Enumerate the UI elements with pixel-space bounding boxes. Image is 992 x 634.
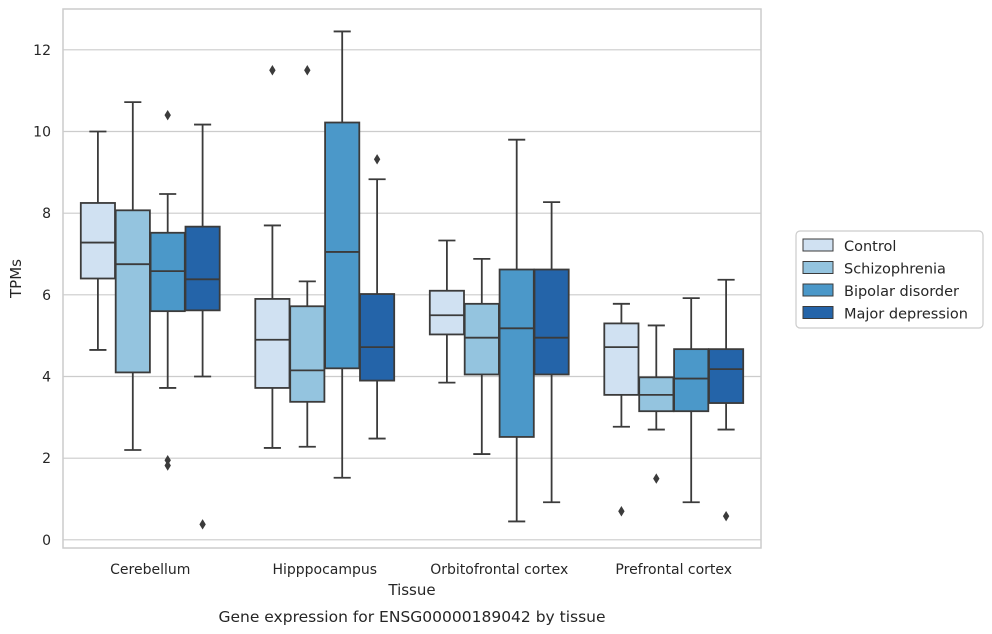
outlier-point (722, 510, 730, 522)
outlier-point (373, 154, 381, 165)
box-body (603, 322, 640, 396)
y-tick-label: 0 (42, 533, 51, 549)
outlier-point (618, 506, 625, 517)
box-body (498, 268, 535, 438)
box (638, 324, 675, 484)
box (324, 30, 361, 479)
box-body (359, 293, 396, 382)
box-body (114, 209, 151, 374)
outlier-point (304, 65, 311, 76)
box-body (708, 348, 745, 404)
legend-swatch (802, 238, 834, 252)
box (184, 123, 221, 530)
outlier-point (199, 519, 206, 530)
box (428, 239, 465, 384)
chart-caption: Gene expression for ENSG00000189042 by t… (218, 608, 605, 626)
legend: Control Schizophrenia Bipolar disorder Majo… (795, 230, 984, 329)
outlier-point (164, 460, 171, 471)
y-tick-label: 12 (33, 43, 51, 59)
legend-swatch (802, 306, 834, 319)
y-tick-label: 2 (42, 451, 51, 467)
box-body (533, 268, 570, 376)
y-axis-ticks: 0 2 4 6 8 10 12 (33, 43, 51, 549)
legend-label: Major depression (844, 307, 968, 323)
legend-swatch (802, 261, 834, 274)
legend-frame (795, 230, 984, 329)
box-body (463, 302, 500, 376)
x-tick-label: Prefrontal cortex (615, 562, 732, 578)
box (149, 109, 186, 471)
box-body (254, 298, 291, 389)
y-tick-label: 4 (42, 370, 51, 386)
box (498, 138, 535, 523)
box-body (79, 202, 116, 280)
legend-label: Bipolar disorder (844, 284, 959, 300)
x-tick-label: Orbitofrontal cortex (430, 562, 568, 578)
x-tick-label: Cerebellum (110, 562, 190, 578)
outlier-point (653, 473, 660, 484)
box-body (428, 289, 465, 336)
box (114, 101, 151, 451)
y-tick-label: 8 (42, 206, 51, 222)
legend-label: Control (844, 239, 896, 255)
legend-label: Schizophrenia (844, 262, 946, 278)
y-tick-label: 10 (33, 125, 51, 141)
y-axis-label: TPMs (7, 259, 25, 299)
box-body (673, 348, 710, 413)
x-axis-ticks: Cerebellum Hipppocampus Orbitofrontal cort… (110, 562, 732, 578)
box-body (289, 305, 326, 403)
outlier-point (269, 65, 276, 76)
box-body (184, 225, 221, 312)
box (79, 130, 116, 351)
y-tick-label: 6 (42, 288, 51, 304)
box (673, 297, 710, 504)
box (533, 201, 570, 504)
box (708, 278, 745, 522)
legend-swatch (802, 283, 834, 297)
box (463, 257, 500, 455)
box (603, 302, 640, 517)
x-axis-label: Tissue (387, 581, 435, 599)
box (289, 65, 326, 448)
plot-frame (62, 8, 762, 549)
x-tick-label: Hipppocampus (272, 562, 377, 578)
box-body (324, 121, 361, 370)
outlier-point (164, 109, 171, 121)
outlier-point (164, 455, 171, 466)
box-layer (79, 30, 745, 530)
box (359, 154, 396, 440)
box (254, 65, 291, 449)
